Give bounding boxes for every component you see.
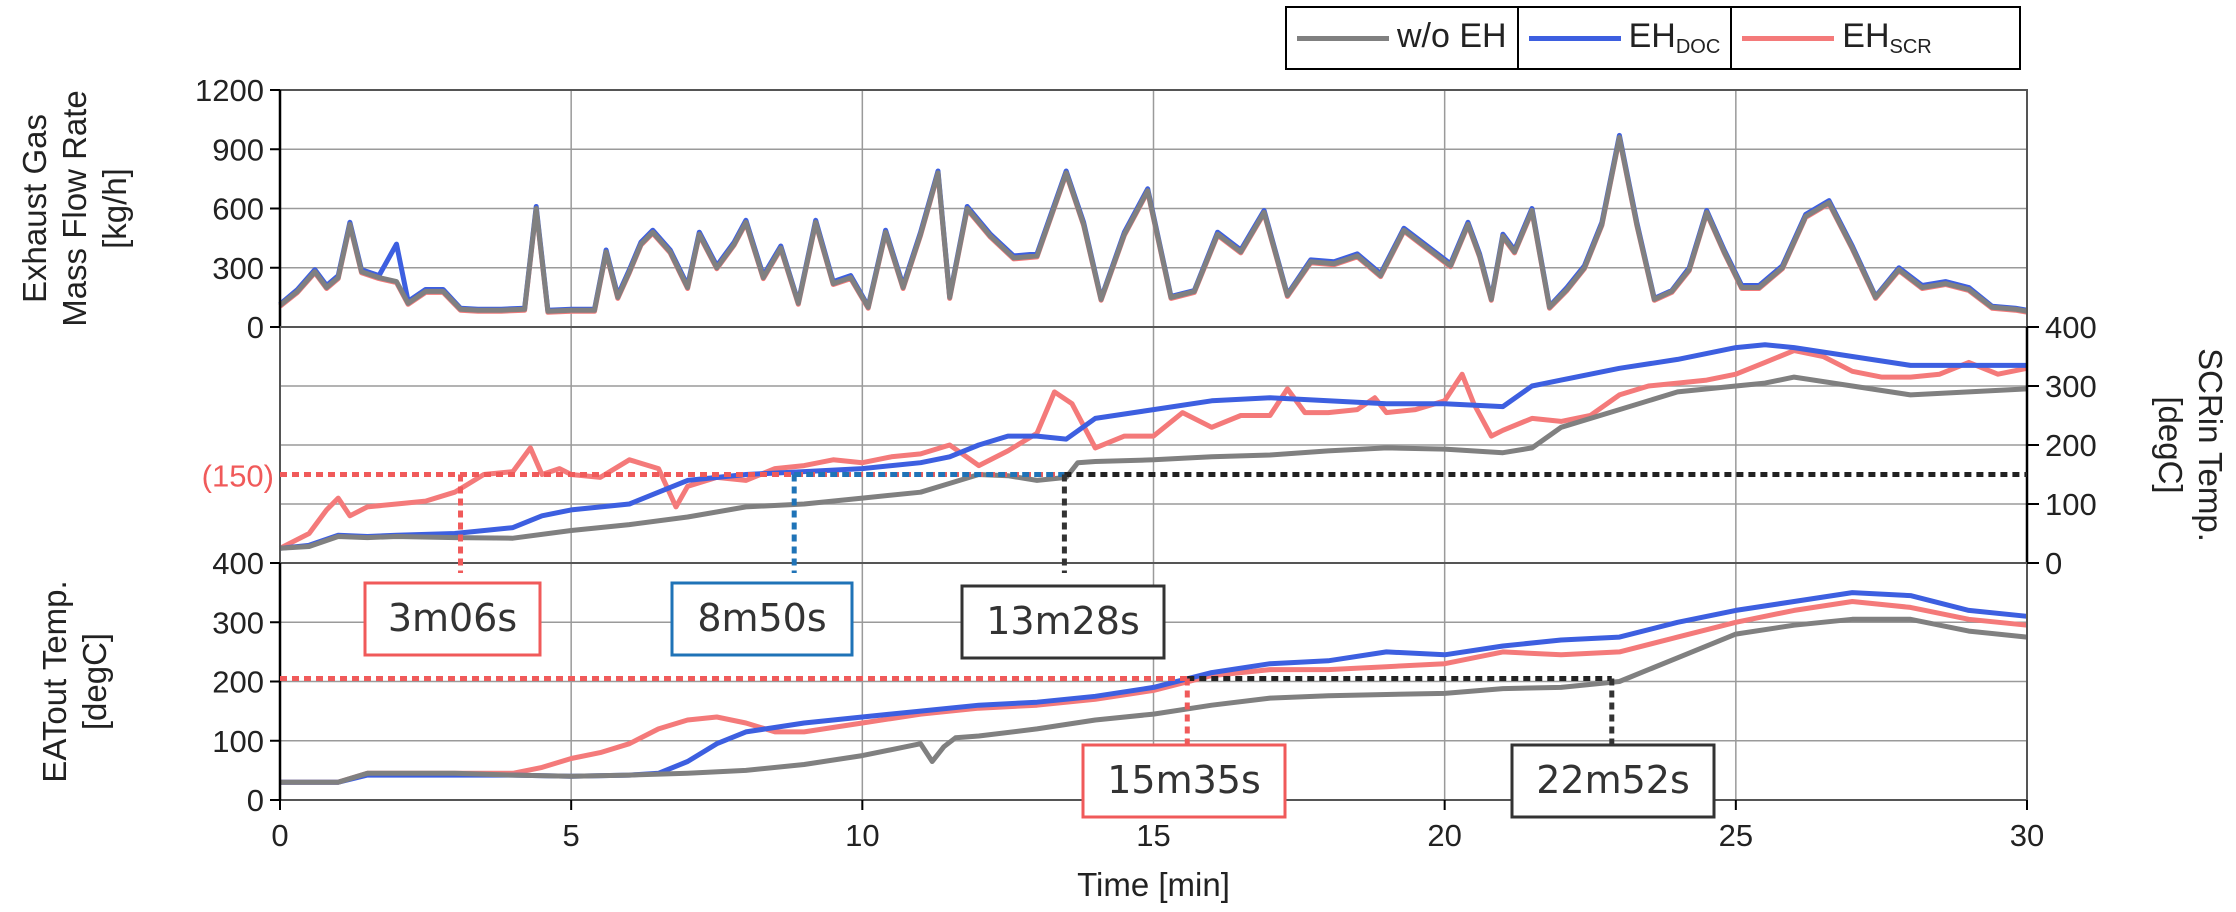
y-tick-label: 300 <box>212 605 264 640</box>
callout-box <box>670 581 854 657</box>
callout-label: 13m28s <box>986 599 1140 643</box>
legend-label-eh-scr: EHSCR <box>1842 17 1932 58</box>
tick-layer: 0 5 10 15 20 25 300300600900120001002003004000… <box>195 73 2097 853</box>
legend-label-eh-doc: EHDOC <box>1628 17 1721 58</box>
series-line-eh-scr <box>278 348 2028 551</box>
x-axis-title: Time [min] <box>1077 866 1230 903</box>
threshold-label: (150) <box>202 459 274 494</box>
y-tick-label: 400 <box>212 546 264 581</box>
legend-item-eh-doc[interactable]: EHDOC <box>1516 8 1731 68</box>
callout-box <box>363 581 542 657</box>
x-tick-label: 10 <box>845 818 879 853</box>
x-tick-label: 15 <box>1136 818 1170 853</box>
x-tick-label: 30 <box>2010 818 2044 853</box>
y-tick-label-right: 200 <box>2045 428 2097 463</box>
callout-label: 22m52s <box>1536 758 1690 802</box>
series-layer <box>278 132 2028 785</box>
callout-box <box>960 584 1166 660</box>
y-tick-label: 200 <box>212 665 264 700</box>
y-axis-title-line: [degC] <box>76 633 113 730</box>
y-tick-label-right: 0 <box>2045 546 2062 581</box>
legend-item-eh-scr[interactable]: EHSCR <box>1730 8 1941 68</box>
y-axis-title-line: [degC] <box>2152 396 2189 493</box>
y-tick-label: 100 <box>212 724 264 759</box>
series-line-eh-doc <box>279 342 2027 551</box>
x-tick-label: 25 <box>1719 818 1753 853</box>
annotation-layer: (150) 3m06s 8m50s 13m28s 15m35s 22m52s <box>202 459 2027 819</box>
x-tick-label: 20 <box>1427 818 1461 853</box>
y-tick-label: 0 <box>247 783 264 818</box>
legend-swatch-wo-eh <box>1297 35 1389 41</box>
y-axis-title-right: SCRin Temp.[degC] <box>2152 348 2229 542</box>
legend-item-wo-eh[interactable]: w/o EH <box>1287 8 1517 68</box>
callout-box <box>1510 743 1716 819</box>
y-axis-title: Exhaust Gas Mass Flow Rate [kg/h] <box>16 90 133 327</box>
y-tick-label: 600 <box>212 192 264 227</box>
series-line-w-o-eh <box>280 616 2028 785</box>
y-axis-title-line: Mass Flow Rate <box>56 90 93 327</box>
x-tick-label: 5 <box>563 818 580 853</box>
y-tick-label-right: 100 <box>2045 487 2097 522</box>
legend-label-wo-eh: w/o EH <box>1397 17 1507 55</box>
callout-label: 8m50s <box>697 596 826 640</box>
y-tick-label-right: 300 <box>2045 369 2097 404</box>
title-layer: Exhaust Gas Mass Flow Rate [kg/h] SCRin Tem… <box>16 90 2229 903</box>
callout-label: 15m35s <box>1107 758 1261 802</box>
y-tick-label: 300 <box>212 251 264 286</box>
legend-swatch-eh-scr <box>1742 35 1835 41</box>
legend: w/o EH EHDOC EHSCR <box>1285 6 2021 70</box>
legend-swatch-eh-doc <box>1528 35 1621 41</box>
grid-layer <box>279 89 2028 801</box>
y-tick-label-right: 400 <box>2045 310 2097 345</box>
y-axis-title-line: [kg/h] <box>96 168 133 249</box>
x-tick-label: 0 <box>271 818 288 853</box>
y-tick-label: 900 <box>212 132 264 167</box>
callout-box <box>1081 743 1287 819</box>
series-line-w-o-eh <box>278 134 2028 314</box>
y-axis-title: EATout Temp. [degC] <box>36 580 113 782</box>
series-line-eh-scr <box>280 599 2028 785</box>
y-tick-label: 0 <box>247 310 264 345</box>
y-tick-label: 1200 <box>195 73 264 108</box>
series-line-w-o-eh <box>279 374 2028 551</box>
y-axis-title-line: SCRin Temp. <box>2192 348 2229 542</box>
y-axis-title-line: EATout Temp. <box>36 580 73 782</box>
callout-label: 3m06s <box>388 596 517 640</box>
y-axis-title-line: Exhaust Gas <box>16 114 53 303</box>
